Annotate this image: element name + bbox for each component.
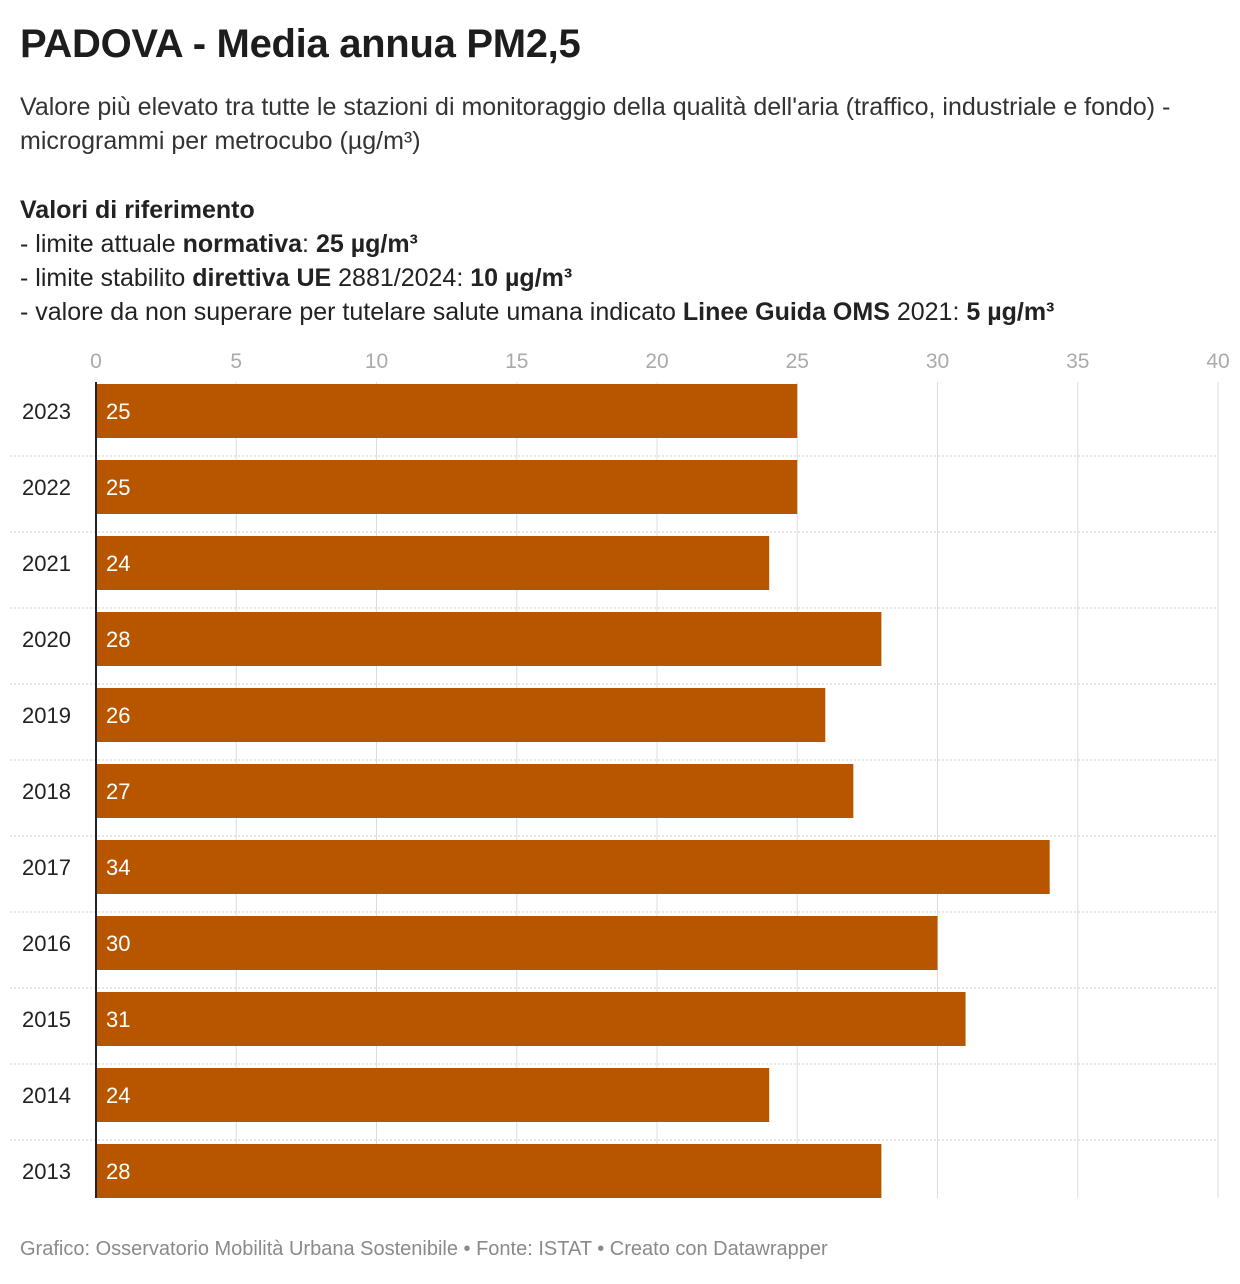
- reference-line-oms: - valore da non superare per tutelare sa…: [20, 298, 1055, 326]
- x-tick-label: 5: [230, 350, 242, 373]
- bar: [96, 840, 1050, 894]
- bar: [96, 764, 854, 818]
- bar: [96, 384, 798, 438]
- bar: [96, 916, 938, 970]
- x-tick-label: 25: [786, 350, 809, 373]
- chart-footer: Grafico: Osservatorio Mobilità Urbana So…: [20, 1238, 828, 1260]
- bar-value-label: 31: [106, 1007, 130, 1032]
- bar-value-label: 24: [106, 551, 130, 576]
- y-category-label: 2023: [22, 399, 71, 424]
- reference-heading: Valori di riferimento: [20, 196, 255, 224]
- bar: [96, 992, 966, 1046]
- y-category-label: 2017: [22, 855, 71, 880]
- bar-value-label: 30: [106, 931, 130, 956]
- y-category-label: 2013: [22, 1159, 71, 1184]
- bar-value-label: 25: [106, 475, 130, 500]
- bar-value-label: 34: [106, 855, 130, 880]
- x-tick-label: 0: [90, 350, 102, 373]
- x-tick-label: 30: [926, 350, 949, 373]
- y-category-label: 2014: [22, 1083, 71, 1108]
- bar: [96, 688, 826, 742]
- bar-value-label: 27: [106, 779, 130, 804]
- x-tick-label: 35: [1066, 350, 1089, 373]
- y-category-label: 2015: [22, 1007, 71, 1032]
- x-tick-label: 40: [1206, 350, 1229, 373]
- chart-subtitle: Valore più elevato tra tutte le stazioni…: [20, 93, 1171, 155]
- y-category-label: 2019: [22, 703, 71, 728]
- y-category-label: 2016: [22, 931, 71, 956]
- reference-line-normativa: - limite attuale normativa: 25 µg/m³: [20, 230, 418, 258]
- bar: [96, 536, 770, 590]
- y-category-label: 2022: [22, 475, 71, 500]
- x-tick-label: 15: [505, 350, 528, 373]
- bar: [96, 1068, 770, 1122]
- y-category-label: 2018: [22, 779, 71, 804]
- x-tick-label: 10: [365, 350, 388, 373]
- bar: [96, 1144, 882, 1198]
- reference-values: Valori di riferimento - limite attuale n…: [20, 193, 1054, 329]
- y-category-label: 2020: [22, 627, 71, 652]
- bar-value-label: 28: [106, 1159, 130, 1184]
- bar-chart: 0 5 10 15 20 25 30 35 40 2023 25 2022 25 2021 24 2020 28…: [10, 350, 1230, 1198]
- y-category-label: 2021: [22, 551, 71, 576]
- bar-value-label: 28: [106, 627, 130, 652]
- bar-value-label: 26: [106, 703, 130, 728]
- bar: [96, 612, 882, 666]
- bar-value-label: 25: [106, 399, 130, 424]
- chart-title: PADOVA - Media annua PM2,5: [20, 22, 581, 66]
- bar-value-label: 24: [106, 1083, 130, 1108]
- reference-line-direttiva-ue: - limite stabilito direttiva UE 2881/202…: [20, 264, 573, 292]
- bar: [96, 460, 798, 514]
- x-tick-label: 20: [645, 350, 668, 373]
